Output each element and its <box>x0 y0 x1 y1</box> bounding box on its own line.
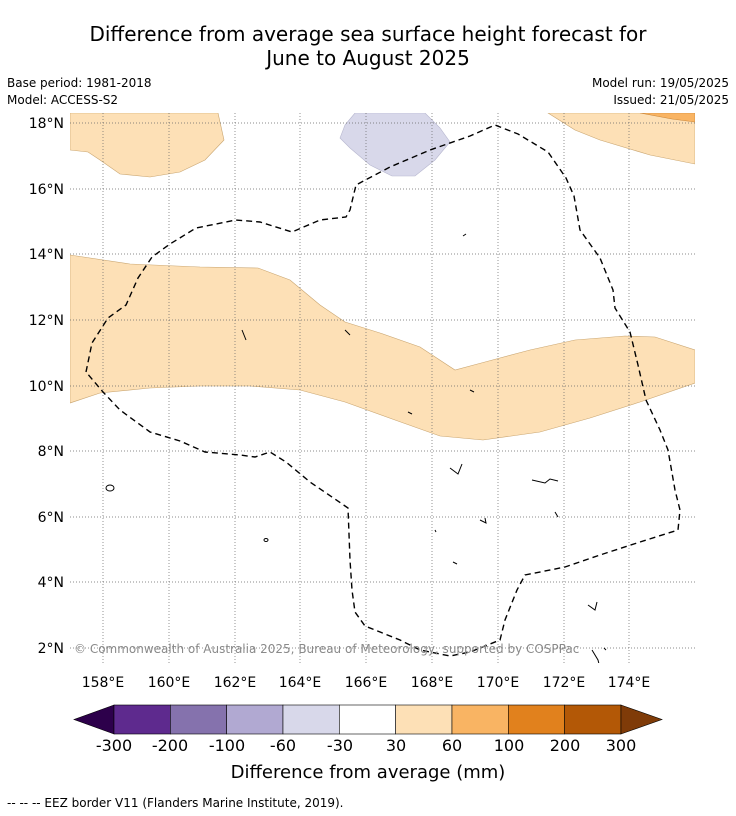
island <box>263 538 269 542</box>
island <box>531 478 559 484</box>
colorbar-tick: -200 <box>152 736 188 755</box>
anomaly-patch-minus30-minus60 <box>339 113 451 177</box>
lat-tick: 2°N <box>38 641 64 657</box>
lon-tick: 160°E <box>148 675 191 691</box>
colorbar-segment <box>395 704 453 735</box>
base-period-text: Base period: 1981-2018 <box>7 76 152 90</box>
lon-tick: 168°E <box>411 675 454 691</box>
meta-right: Model run: 19/05/2025 Issued: 21/05/2025 <box>592 75 729 109</box>
island <box>587 601 598 611</box>
colorbar-segment <box>113 704 171 735</box>
lon-tick: 174°E <box>608 675 651 691</box>
lat-tick: 18°N <box>29 116 64 132</box>
island <box>105 484 115 492</box>
lon-tick: 164°E <box>279 675 322 691</box>
island <box>479 517 487 524</box>
colorbar-tick: -300 <box>96 736 132 755</box>
island <box>591 649 600 663</box>
colorbar-segment <box>564 704 622 735</box>
colorbar-tick: -30 <box>327 736 353 755</box>
colorbar-label: Difference from average (mm) <box>231 762 506 783</box>
colorbar-tick: 60 <box>442 736 462 755</box>
anomaly-band-30-60 <box>70 254 695 441</box>
colorbar-segment <box>451 704 509 735</box>
colorbar-tick: -100 <box>209 736 245 755</box>
map-plot-area <box>70 113 695 663</box>
island <box>452 561 458 565</box>
colorbar-tick-labels: -300 -200 -100 -60 -30 30 60 100 200 300 <box>96 736 636 755</box>
model-text: Model: ACCESS-S2 <box>7 93 119 107</box>
lat-tick: 4°N <box>38 575 64 591</box>
island <box>469 389 475 393</box>
lon-tick-labels: 158°E 160°E 162°E 164°E 166°E 168°E 170°… <box>82 675 651 691</box>
lon-tick: 172°E <box>543 675 586 691</box>
lat-tick: 6°N <box>38 510 64 526</box>
colorbar-tick: 300 <box>606 736 637 755</box>
eez-border <box>85 124 681 657</box>
map-title: Difference from average sea surface heig… <box>0 22 736 70</box>
lon-tick: 166°E <box>345 675 388 691</box>
gridlines <box>70 113 695 663</box>
colorbar-segment <box>170 704 227 735</box>
colorbar-segment <box>508 704 565 735</box>
colorbar-extend-low <box>73 704 115 735</box>
model-run-text: Model run: 19/05/2025 <box>591 76 729 90</box>
issued-text: Issued: 21/05/2025 <box>613 93 729 107</box>
island <box>434 529 437 533</box>
lon-tick: 162°E <box>214 675 257 691</box>
island <box>344 329 351 336</box>
island <box>603 647 607 651</box>
eez-legend-note: -- -- -- EEZ border V11 (Flanders Marine… <box>7 796 344 810</box>
colorbar-tick: 200 <box>550 736 581 755</box>
island <box>554 511 559 518</box>
lat-tick: 16°N <box>29 182 64 198</box>
lat-tick-labels: 18°N 16°N 14°N 12°N 10°N 8°N 6°N 4°N 2°N <box>29 116 64 657</box>
island <box>462 233 467 237</box>
lat-tick: 8°N <box>38 444 64 460</box>
lon-tick: 158°E <box>82 675 125 691</box>
lat-tick: 10°N <box>29 379 64 395</box>
island <box>241 329 247 341</box>
colorbar-segment <box>339 704 396 735</box>
meta-left: Base period: 1981-2018 Model: ACCESS-S2 <box>7 75 152 109</box>
map-title-line1: Difference from average sea surface heig… <box>89 22 647 46</box>
copyright-text: © Commonwealth of Australia 2025, Bureau… <box>74 642 579 656</box>
colorbar <box>73 704 663 735</box>
colorbar-tick: -60 <box>270 736 296 755</box>
colorbar-segment <box>282 704 340 735</box>
anomaly-patch-60-100-ne <box>639 113 695 123</box>
colorbar-extend-high <box>620 704 663 735</box>
lat-tick: 12°N <box>29 313 64 329</box>
colorbar-tick: 100 <box>494 736 525 755</box>
anomaly-patch-30-60-nw <box>70 113 225 178</box>
anomaly-patch-30-60-ne <box>547 113 695 165</box>
lat-tick: 14°N <box>29 247 64 263</box>
colorbar-tick: 30 <box>386 736 406 755</box>
island <box>449 463 463 475</box>
islands <box>105 233 607 663</box>
lon-tick: 170°E <box>477 675 520 691</box>
colorbar-segment <box>226 704 284 735</box>
island <box>407 411 413 415</box>
map-title-line2: June to August 2025 <box>266 46 470 70</box>
